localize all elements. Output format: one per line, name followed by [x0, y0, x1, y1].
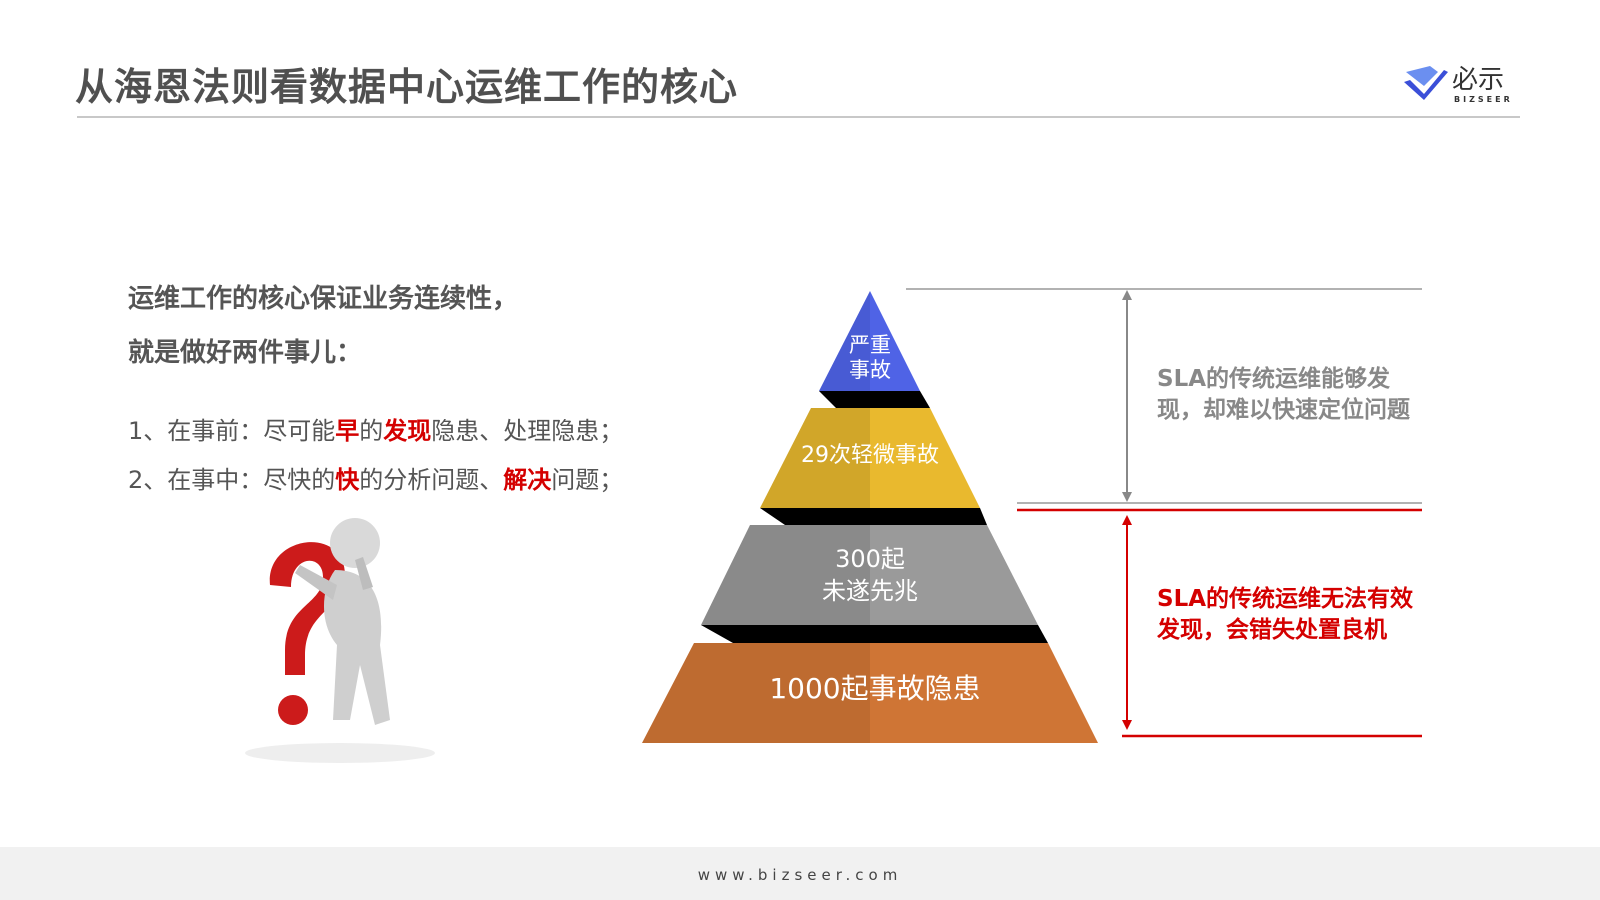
upper-note: SLA的传统运维能够发现，却难以快速定位问题 — [1157, 366, 1410, 423]
title-divider — [77, 116, 1520, 118]
text-segment: 1、在事前：尽可能 — [128, 417, 336, 445]
lead-line-1: 运维工作的核心保证业务连续性， — [128, 284, 519, 314]
logo-text: 必示 — [1452, 65, 1504, 95]
text-segment: 的分析问题、 — [359, 466, 504, 494]
text-segment: 2、在事中：尽快的 — [128, 466, 336, 494]
pyramid-band — [819, 391, 930, 408]
highlighted-text: 快 — [335, 466, 360, 494]
tier-label-minor: 29次轻微事故 — [801, 443, 939, 468]
highlighted-text: 早 — [335, 417, 360, 445]
pyramid-tier-minor — [760, 408, 980, 508]
gray-range-arrow — [1122, 290, 1132, 502]
list-item-2: 2、在事中：尽快的快的分析问题、解决问题； — [128, 460, 623, 495]
pyramid-tier-near-miss — [701, 525, 1038, 625]
thinking-figure-illustration — [225, 515, 455, 765]
highlighted-text: 发现 — [383, 417, 432, 445]
bizseer-logo: 必示 BIZSEER — [1404, 58, 1524, 108]
text-segment: 隐患、处理隐患； — [431, 417, 624, 445]
pyramid-tier-hazard — [642, 643, 1098, 743]
pyramid-band — [701, 625, 1048, 643]
list-item-1: 1、在事前：尽可能早的发现隐患、处理隐患； — [128, 411, 623, 446]
pyramid-band — [760, 508, 987, 525]
lead-line-2: 就是做好两件事儿： — [128, 338, 363, 368]
lower-note: SLA的传统运维无法有效发现，会错失处置良机 — [1157, 586, 1414, 643]
page-title: 从海恩法则看数据中心运维工作的核心 — [75, 65, 739, 109]
highlighted-text: 解决 — [503, 466, 552, 494]
tier-label-near-miss: 300起 未遂先兆 — [822, 545, 918, 605]
red-range-arrow — [1122, 515, 1132, 730]
text-segment: 问题； — [551, 466, 624, 494]
tier-label-severe: 严重 事故 — [849, 333, 891, 383]
text-segment: 的 — [359, 417, 384, 445]
footer-url: www.bizseer.com — [697, 866, 903, 884]
logo-subtext: BIZSEER — [1454, 95, 1513, 104]
pyramid-tier-severe — [819, 291, 920, 391]
footer-bar — [0, 847, 1600, 900]
tier-label-hazard: 1000起事故隐患 — [769, 672, 981, 705]
